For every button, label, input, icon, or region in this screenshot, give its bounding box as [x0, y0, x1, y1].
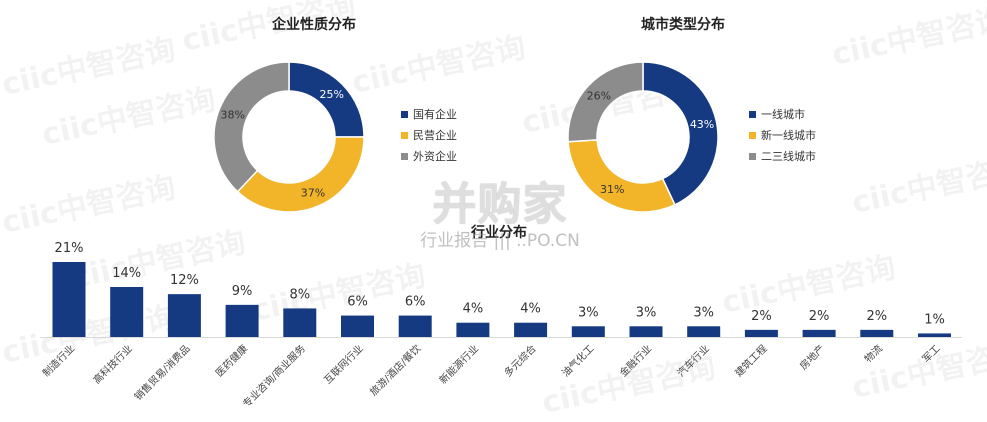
bar-value-label: 1% — [924, 312, 945, 327]
bar-value-label: 21% — [55, 241, 84, 256]
bar-category-label: 旅游/酒店/餐饮 — [367, 342, 423, 398]
bar-value-label: 14% — [112, 266, 141, 281]
bar — [110, 287, 144, 337]
donut1-slice-label: 25% — [320, 88, 344, 101]
bar-value-label: 6% — [405, 295, 426, 310]
donut2-slice-label: 26% — [587, 90, 611, 103]
bar-value-label: 2% — [866, 309, 887, 324]
bar-value-label: 6% — [347, 295, 368, 310]
legend-label: 外资企业 — [413, 149, 457, 163]
legend-swatch — [401, 153, 408, 160]
bar — [283, 308, 317, 337]
legend-label: 国有企业 — [413, 107, 457, 121]
donut1-slice — [213, 61, 290, 193]
bar-category-label: 销售贸易/消费品 — [131, 342, 192, 403]
donut1-slice-label: 37% — [301, 187, 325, 200]
bar — [571, 326, 605, 337]
legend-swatch — [749, 111, 756, 118]
donut1-slice-label: 38% — [221, 109, 245, 122]
donut2-slice — [642, 61, 719, 206]
bar-category-label: 高科技行业 — [90, 342, 135, 387]
bar — [860, 329, 894, 337]
legend-swatch — [749, 153, 756, 160]
legend-label: 新一线城市 — [761, 128, 816, 142]
bar-value-label: 9% — [232, 284, 253, 299]
bar — [802, 329, 836, 337]
bar-value-label: 2% — [809, 309, 830, 324]
bar-category-label: 物流 — [862, 342, 885, 365]
donut2-slice-label: 43% — [690, 118, 714, 131]
legend-label: 二三线城市 — [761, 149, 816, 163]
bar-category-label: 专业咨询/商业服务 — [240, 342, 308, 410]
donut1-slice — [236, 136, 365, 213]
bar-category-label: 军工 — [920, 343, 943, 366]
bar-category-label: 制造行业 — [40, 342, 77, 379]
bar — [514, 322, 548, 337]
donut2-title: 城市类型分布 — [641, 16, 725, 33]
bar-category-label: 新能源行业 — [436, 342, 481, 387]
legend-swatch — [401, 132, 408, 139]
bar — [456, 322, 490, 337]
bar — [918, 333, 951, 337]
donut1-title: 企业性质分布 — [271, 16, 356, 33]
bar-value-label: 3% — [693, 305, 714, 320]
legend-swatch — [401, 111, 408, 118]
legend-swatch — [749, 132, 756, 139]
bar — [687, 326, 721, 337]
bar-value-label: 8% — [289, 287, 310, 302]
legend-label: 一线城市 — [761, 107, 805, 121]
bar-category-label: 多元综合 — [501, 342, 538, 379]
bar-chart: 21% 制造行业 14% 高科技行业 12% 销售贸易/消费品 9% 医药健康 8% 专业咨询/商… — [40, 241, 962, 410]
bar-value-label: 2% — [751, 309, 772, 324]
bar-value-label: 12% — [170, 273, 199, 288]
bar-value-label: 4% — [520, 302, 541, 317]
bar-category-label: 汽车行业 — [674, 342, 711, 379]
donut2-slice — [567, 61, 644, 143]
bar — [744, 329, 778, 337]
bar-category-label: 房地产 — [797, 342, 827, 372]
bar-value-label: 4% — [463, 302, 484, 317]
bar — [341, 315, 374, 337]
donut2-chart — [567, 61, 719, 213]
donut2-slice-label: 31% — [600, 183, 624, 196]
legend-label: 民营企业 — [413, 128, 457, 142]
bar-category-label: 建筑工程 — [732, 342, 769, 379]
bar — [52, 262, 86, 337]
donut2-slice — [567, 139, 676, 213]
bar-category-label: 金融行业 — [617, 342, 654, 379]
bar — [225, 304, 259, 337]
bar-category-label: 油气化工 — [559, 342, 596, 379]
bar — [398, 315, 432, 337]
bar-title: 行业分布 — [470, 224, 527, 241]
bar — [629, 326, 663, 337]
bar-value-label: 3% — [636, 305, 657, 320]
bar — [167, 294, 201, 337]
bar-category-label: 互联网行业 — [321, 342, 366, 387]
donut1-chart — [213, 61, 365, 213]
bar-value-label: 3% — [578, 305, 599, 320]
bar-category-label: 医药健康 — [213, 342, 250, 379]
